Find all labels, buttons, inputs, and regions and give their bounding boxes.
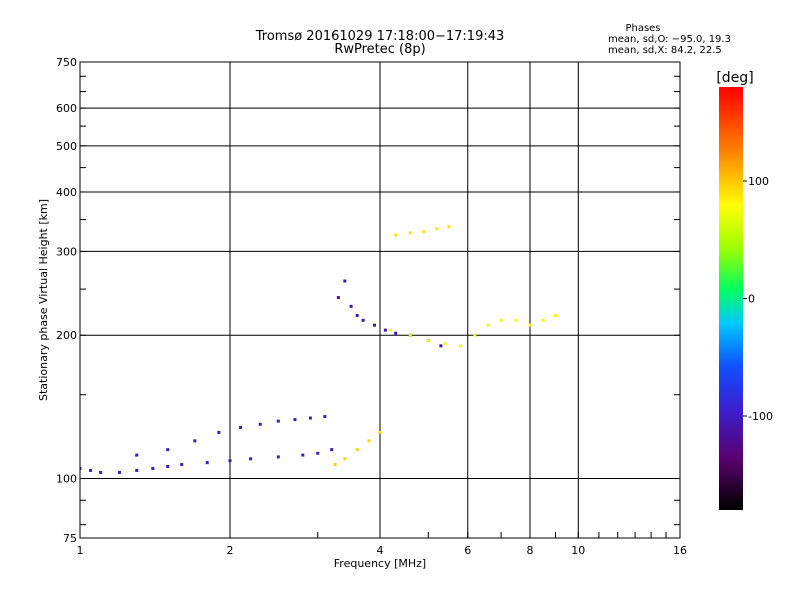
echo-point [355,448,359,452]
echo-point [394,233,398,237]
colorbar [719,87,743,510]
echo-point [355,314,359,318]
echo-point [316,451,320,455]
echo-point [135,453,139,457]
echo-point [135,468,139,472]
echo-point [80,466,82,470]
colorbar-tick-label: 0 [748,293,755,306]
echo-point [301,453,305,457]
echo-point [394,331,398,335]
phase-stats-x: mean, sd,X: 84.2, 22.5 [608,45,722,56]
echo-point [343,457,347,461]
plot-frame [79,61,681,539]
echo-point [323,414,327,418]
echo-point [249,457,253,461]
echo-point [383,328,387,332]
echo-point [89,468,93,472]
echo-point [435,227,439,231]
echo-point [330,448,334,452]
y-tick-label: 750 [56,56,77,69]
echo-point [553,314,557,318]
echo-point [447,225,451,229]
echo-point [205,461,209,465]
echo-point [193,439,197,443]
echo-point [276,455,280,459]
colorbar-tick-label: -100 [748,410,773,423]
echo-point [228,459,232,463]
x-tick-label: 8 [527,544,534,557]
echo-point [361,318,365,322]
echo-point [336,296,340,300]
echo-point [343,279,347,283]
echo-point [443,342,447,346]
y-tick-label: 400 [56,186,77,199]
echo-point [308,416,312,420]
echo-point [217,430,221,434]
echo-point [389,328,393,332]
y-axis-label: Stationary phase Virtual Height [km] [37,199,50,401]
y-tick-label: 500 [56,140,77,153]
y-tick-label: 100 [56,473,77,486]
echo-point [239,425,243,429]
echo-point [166,464,170,468]
echo-point [166,448,170,452]
echo-point [408,231,412,235]
echo-point [117,470,121,474]
x-tick-label: 16 [673,544,687,557]
echo-point [499,318,503,322]
colorbar-label: [deg] [716,70,753,86]
x-tick-label: 10 [571,544,585,557]
y-tick-label: 600 [56,102,77,115]
colorbar-ticks: -100 0 100 [743,175,773,423]
echo-point [99,470,103,474]
grid-lines [80,62,680,538]
x-axis-label: Frequency [MHz] [334,557,426,570]
data-points [80,225,557,474]
echo-point [293,418,297,422]
echo-point [422,230,426,234]
echo-point [333,463,337,467]
echo-point [180,463,184,467]
x-tick-label: 6 [464,544,471,557]
echo-point [408,333,412,337]
y-tick-label: 200 [56,329,77,342]
echo-point [378,430,382,434]
echo-point [258,422,262,426]
x-tick-label: 2 [227,544,234,557]
echo-point [458,344,462,348]
y-tick-label: 300 [56,245,77,258]
axes: 1 2 4 6 8 10 16 75 100 200 300 400 500 600 750 [56,56,687,557]
echo-point [541,318,545,322]
y-tick-label: 75 [63,532,77,545]
chart-title: Tromsø 20161029 17:18:00−17:19:43 [255,29,505,44]
echo-point [276,419,280,423]
echo-point [486,323,490,327]
echo-point [373,323,377,327]
echo-point [439,344,443,348]
echo-point [349,304,353,308]
echo-point [151,466,155,470]
colorbar-tick-label: 100 [748,175,769,188]
echo-point [528,323,532,327]
echo-point [514,318,518,322]
x-tick-label: 1 [77,544,84,557]
echo-point [367,439,371,443]
phase-stats-o: mean, sd,O: −95.0, 19.3 [608,34,731,45]
echo-point [473,333,477,337]
phase-header: Phases [625,23,660,34]
x-tick-label: 4 [377,544,384,557]
echo-point [426,338,430,342]
chart-subtitle: RwPretec (8p) [334,42,425,57]
